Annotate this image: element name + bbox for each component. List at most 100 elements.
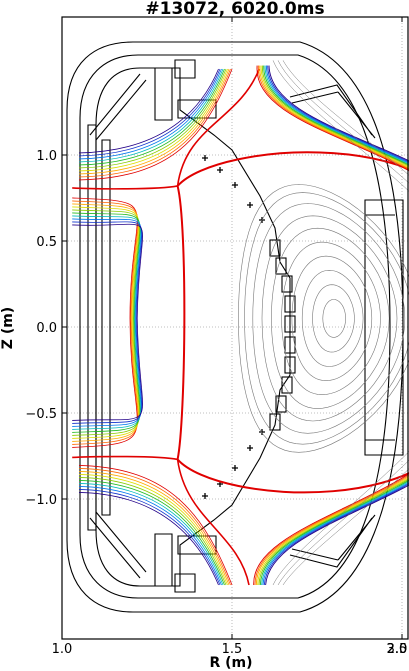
closed-flux-surface (281, 241, 381, 396)
chart-title: #13072, 6020.0ms (145, 0, 324, 19)
vessel-structure (66, 41, 404, 613)
private-field-line (78, 486, 222, 586)
separatrix-leg (176, 68, 260, 187)
outer-field-line (277, 459, 409, 586)
vessel-outline (89, 73, 147, 141)
closed-flux-surface (270, 227, 390, 409)
coil-marker (247, 202, 253, 208)
inboard-field-line (72, 206, 140, 439)
private-field-line (78, 68, 219, 154)
inboard-field-line (72, 203, 139, 442)
y-tick-label: 0.5 (36, 235, 57, 250)
inboard-field-line (72, 212, 141, 433)
closed-flux-surface (237, 184, 409, 453)
open-field-line (253, 65, 409, 586)
coil-marker (217, 167, 223, 173)
private-field-line (78, 68, 225, 166)
private-field-line (78, 468, 231, 586)
outer-field-line (272, 60, 409, 192)
closed-flux-surface (322, 299, 346, 338)
limiter-tile (284, 295, 296, 313)
separatrix (176, 151, 409, 494)
coil-marker (232, 465, 238, 471)
limiter-tile (281, 275, 293, 293)
limiter-tile (269, 239, 281, 257)
y-tick-label: 0.0 (36, 321, 57, 336)
vessel-outline (154, 67, 173, 121)
vessel-outline (289, 84, 376, 139)
outer-field-line (272, 451, 409, 586)
inboard-field-line (72, 215, 142, 430)
x-tick-label: 2.5 (387, 642, 408, 657)
outer-field-line (282, 468, 409, 586)
limiter-tile (284, 356, 296, 374)
vessel-outline (177, 535, 217, 555)
separatrix-leg (176, 459, 250, 586)
open-field-line (257, 65, 409, 586)
closed-flux-surface (261, 215, 398, 422)
inboard-field-line (72, 218, 142, 427)
y-tick-label: −0.5 (25, 407, 57, 422)
vessel-outline (87, 124, 97, 531)
x-tick-label: 2.0 (387, 642, 408, 657)
vessel-outline (66, 41, 404, 613)
private-field-line (78, 477, 227, 586)
private-field-line (78, 465, 233, 586)
x-axis-label: R (m) (209, 655, 252, 671)
coil-marker (259, 429, 265, 435)
inboard-field-line (72, 209, 140, 436)
private-field-line (78, 483, 224, 586)
private-field-line (78, 474, 228, 586)
closed-flux-surface (252, 203, 406, 434)
vessel-outline (79, 54, 391, 599)
vessel-outline (174, 59, 196, 79)
limiter-tile (284, 315, 296, 333)
private-field-line (78, 68, 221, 157)
inboard-field-line (72, 221, 143, 424)
inboard-field-line (72, 200, 139, 445)
coil-marker (202, 493, 208, 499)
x-tick-label: 1.5 (222, 642, 243, 657)
x-tick-label: 3.0 (387, 642, 408, 657)
flux-surfaces (72, 60, 409, 586)
private-field-line (78, 471, 230, 586)
limiter-tile (281, 376, 293, 394)
vessel-outline (174, 573, 196, 593)
outer-field-line (277, 60, 409, 184)
vessel-outline (101, 139, 111, 516)
private-field-line (78, 68, 230, 175)
vessel-outline (89, 511, 147, 579)
private-field-line (78, 68, 228, 172)
vessel-outline (365, 214, 395, 441)
axes: 1.0 1.5 2.02.53.0 1.0 0.5 0.0 −0.5 −1.0 (25, 16, 409, 657)
vessel-outline (289, 514, 376, 568)
private-field-line (78, 68, 222, 160)
coil-marker (232, 182, 238, 188)
closed-flux-surface (291, 255, 373, 382)
y-tick-label: −1.0 (25, 493, 57, 508)
inboard-field-line (72, 197, 138, 448)
closed-flux-surface (244, 192, 409, 445)
y-axis-label: Z (m) (0, 307, 16, 349)
coil-marker (202, 155, 208, 161)
private-field-line (78, 492, 219, 586)
plot-background (62, 17, 409, 639)
open-field-line (255, 65, 409, 586)
closed-flux-surface (301, 269, 364, 367)
x-tick-label: 1.0 (52, 642, 73, 657)
plot-frame (61, 16, 409, 640)
closed-flux-surface (312, 284, 355, 353)
limiter-tile (275, 395, 287, 413)
separatrix-leg (72, 455, 178, 461)
private-field-line (78, 489, 221, 586)
separatrix-leg (72, 185, 178, 190)
private-field-line (78, 68, 233, 181)
inboard-field-line (72, 223, 143, 421)
private-field-line (78, 68, 224, 163)
private-field-line (78, 480, 225, 586)
open-field-line (261, 65, 409, 586)
vessel-outline (154, 533, 173, 587)
vessel-outline (364, 199, 404, 456)
private-field-line (78, 68, 231, 178)
